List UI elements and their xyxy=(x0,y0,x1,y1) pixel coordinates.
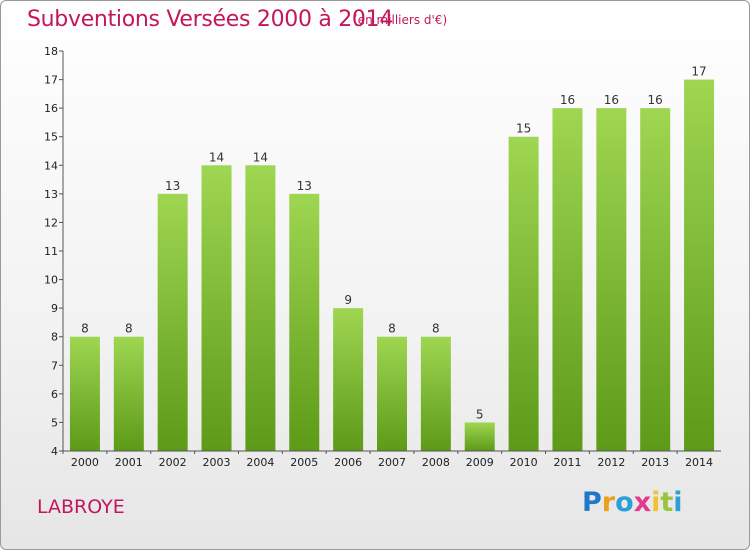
y-tick-label: 6 xyxy=(51,388,58,401)
value-label-2010: 15 xyxy=(516,122,531,136)
bar-2004 xyxy=(245,165,276,452)
bar-2002 xyxy=(157,193,188,451)
bar-2006 xyxy=(333,308,364,451)
value-label-2008: 8 xyxy=(432,322,440,336)
value-label-2011: 16 xyxy=(560,93,575,107)
bar-2007 xyxy=(377,336,407,451)
bar-2009 xyxy=(464,422,495,451)
bar-2008 xyxy=(420,336,451,451)
logo-letter: o xyxy=(615,487,634,518)
y-tick-label: 17 xyxy=(44,74,58,87)
y-tick-label: 7 xyxy=(51,359,58,372)
x-tick-label-2009: 2009 xyxy=(466,456,494,469)
logo-letter: P xyxy=(582,487,602,518)
x-tick-label-2007: 2007 xyxy=(378,456,406,469)
x-tick-label-2003: 2003 xyxy=(203,456,231,469)
x-tick-label-2012: 2012 xyxy=(597,456,625,469)
y-tick-label: 8 xyxy=(51,331,58,344)
bar-2011 xyxy=(552,108,583,452)
chart-subtitle: (en milliers d'€) xyxy=(353,13,448,27)
x-tick-label-2013: 2013 xyxy=(641,456,669,469)
proxiti-logo[interactable]: Proxiti xyxy=(582,487,683,518)
y-tick-label: 13 xyxy=(44,188,58,201)
x-tick-label-2002: 2002 xyxy=(159,456,187,469)
logo-letter: x xyxy=(633,487,652,518)
bar-2014 xyxy=(684,79,715,452)
value-label-2003: 14 xyxy=(209,150,224,164)
value-label-2006: 9 xyxy=(344,293,352,307)
town-name: LABROYE xyxy=(37,496,125,518)
bar-2000 xyxy=(69,336,100,451)
y-tick-label: 15 xyxy=(44,131,58,144)
logo-letter: t xyxy=(660,487,674,518)
x-tick-label-2008: 2008 xyxy=(422,456,450,469)
bar-2001 xyxy=(113,336,144,451)
x-tick-label-2011: 2011 xyxy=(553,456,581,469)
y-tick-label: 11 xyxy=(44,245,58,258)
value-label-2002: 13 xyxy=(165,179,180,193)
logo-letter: i xyxy=(673,487,683,518)
bar-2005 xyxy=(289,193,320,451)
value-label-2013: 16 xyxy=(648,93,663,107)
value-label-2012: 16 xyxy=(604,93,619,107)
value-label-2014: 17 xyxy=(691,65,706,79)
y-tick-label: 4 xyxy=(51,445,58,458)
x-tick-label-2000: 2000 xyxy=(71,456,99,469)
y-tick-label: 12 xyxy=(44,216,58,229)
logo-letter: r xyxy=(601,487,616,518)
chart-title: Subventions Versées 2000 à 2014 xyxy=(27,7,394,32)
x-tick-label-2006: 2006 xyxy=(334,456,362,469)
x-tick-label-2005: 2005 xyxy=(290,456,318,469)
bar-2012 xyxy=(596,108,627,452)
x-tick-label-2014: 2014 xyxy=(685,456,713,469)
y-tick-label: 9 xyxy=(51,302,58,315)
bar-2003 xyxy=(201,165,232,452)
logo-letter: i xyxy=(651,487,661,518)
x-tick-label-2010: 2010 xyxy=(510,456,538,469)
x-tick-label-2004: 2004 xyxy=(246,456,274,469)
value-label-2009: 5 xyxy=(476,407,484,421)
value-label-2000: 8 xyxy=(81,322,89,336)
value-label-2001: 8 xyxy=(125,322,133,336)
y-tick-label: 10 xyxy=(44,274,58,287)
y-tick-label: 16 xyxy=(44,102,58,115)
bar-2013 xyxy=(640,108,671,452)
value-label-2004: 14 xyxy=(253,150,268,164)
x-tick-label-2001: 2001 xyxy=(115,456,143,469)
y-tick-label: 14 xyxy=(44,159,58,172)
y-tick-label: 5 xyxy=(51,416,58,429)
bar-2010 xyxy=(508,136,539,451)
y-tick-label: 18 xyxy=(44,45,58,58)
value-label-2007: 8 xyxy=(388,322,396,336)
value-label-2005: 13 xyxy=(297,179,312,193)
